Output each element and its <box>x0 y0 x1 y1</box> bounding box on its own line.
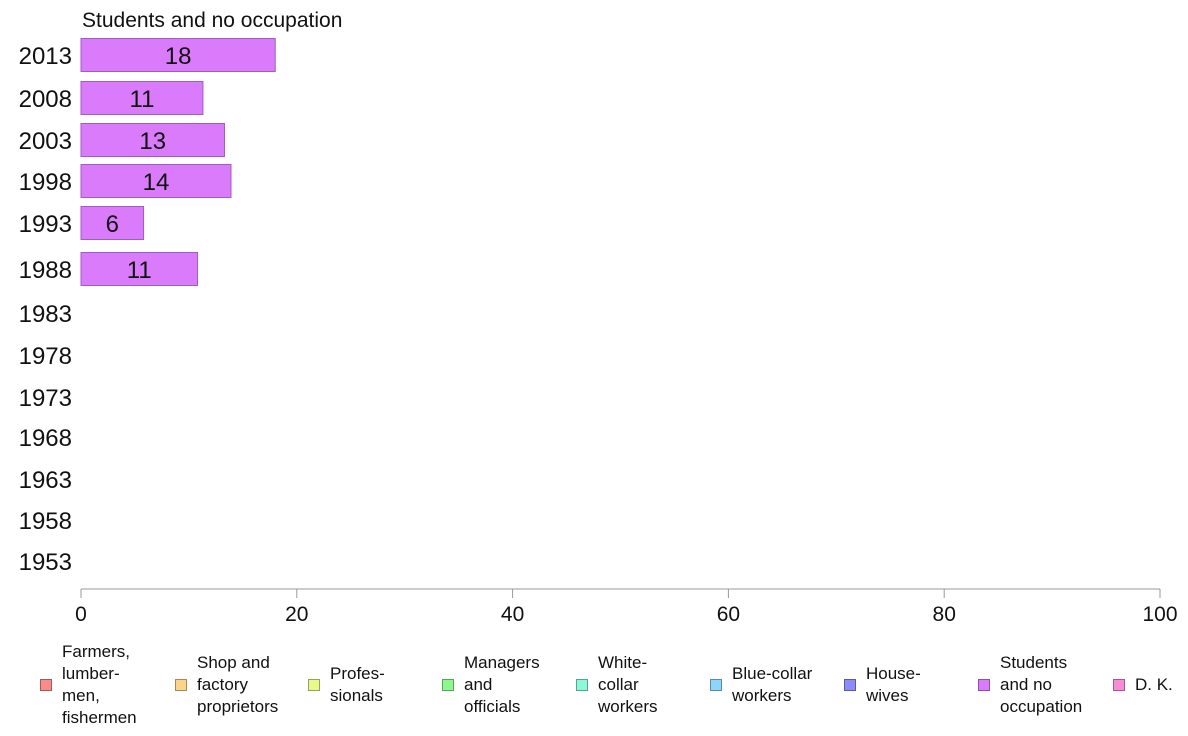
legend-label: Farmers, lumber- men, fishermen <box>62 642 137 727</box>
y-axis-tick-labels: 2013 2008 2003 1998 1993 1988 1983 1978 1973 1968… <box>19 43 72 576</box>
bar <box>80 81 204 115</box>
y-tick-label: 1978 <box>19 343 72 370</box>
bar-value-label: 6 <box>106 211 119 238</box>
x-tick-label: 20 <box>285 603 308 626</box>
y-tick-label: 1953 <box>19 549 72 576</box>
bar <box>80 38 276 72</box>
legend-item: Farmers, lumber- men, fishermen <box>40 642 137 727</box>
bar-value-label: 11 <box>130 86 155 113</box>
legend-swatch <box>576 679 588 691</box>
y-tick-label: 1993 <box>19 211 72 238</box>
x-tick-label: 100 <box>1142 603 1177 626</box>
y-tick-label: 2013 <box>19 43 72 70</box>
legend-item: Shop and factory proprietors <box>175 644 278 726</box>
legend-label: Managers and officials <box>464 653 540 716</box>
chart-title: Students and no occupation <box>82 9 342 32</box>
x-tick-label: 80 <box>933 603 956 626</box>
bar-value-label: 18 <box>165 43 192 70</box>
y-tick-label: 1973 <box>19 385 72 412</box>
y-tick-label: 1963 <box>19 467 72 494</box>
legend-swatch <box>844 679 856 691</box>
legend-label: Shop and factory proprietors <box>197 653 279 716</box>
legend-item: Profes- sionals <box>308 644 385 726</box>
legend-swatch <box>442 679 454 691</box>
bar <box>80 206 145 240</box>
y-tick-label: 1958 <box>19 508 72 535</box>
y-tick-label: 2003 <box>19 128 72 155</box>
legend-swatch <box>175 679 187 691</box>
legend-label: White- collar workers <box>598 653 658 716</box>
legend-label: Students and no occupation <box>1000 653 1083 716</box>
bars-group: 18 11 13 14 6 11 <box>80 38 276 286</box>
bar <box>80 164 232 198</box>
y-tick-label: 1968 <box>19 425 72 452</box>
legend-swatch <box>1113 679 1125 691</box>
legend-label: Blue-collar workers <box>732 664 813 705</box>
bar <box>80 123 226 157</box>
legend-swatch <box>40 679 52 691</box>
y-tick-label: 1983 <box>19 301 72 328</box>
legend-label: House- wives <box>866 664 921 705</box>
legend-item: D. K. <box>1113 644 1173 726</box>
x-tick-label: 60 <box>717 603 740 626</box>
legend-item: House- wives <box>844 644 921 726</box>
y-tick-label: 1998 <box>19 169 72 196</box>
bar-value-label: 14 <box>143 169 170 196</box>
legend-label: Profes- sionals <box>330 664 385 705</box>
legend-item: Managers and officials <box>442 644 540 726</box>
y-tick-label: 1988 <box>19 257 72 284</box>
legend: Farmers, lumber- men, fishermen Shop and … <box>0 642 1188 734</box>
legend-swatch <box>978 679 990 691</box>
x-tick-label: 0 <box>75 603 87 626</box>
x-axis: 0 20 40 60 80 100 <box>75 588 1178 626</box>
x-tick-label: 40 <box>501 603 524 626</box>
legend-swatch <box>308 679 320 691</box>
bar-value-label: 11 <box>127 257 152 284</box>
y-tick-label: 2008 <box>19 86 72 113</box>
legend-item: White- collar workers <box>576 644 658 726</box>
bar <box>80 252 199 286</box>
legend-item: Students and no occupation <box>978 644 1082 726</box>
legend-swatch <box>710 679 722 691</box>
bar-chart: Students and no occupation 18 11 13 14 6 11 2… <box>19 9 1178 626</box>
bar-value-label: 13 <box>139 128 166 155</box>
legend-item: Blue-collar workers <box>710 644 812 726</box>
legend-label: D. K. <box>1135 675 1173 694</box>
